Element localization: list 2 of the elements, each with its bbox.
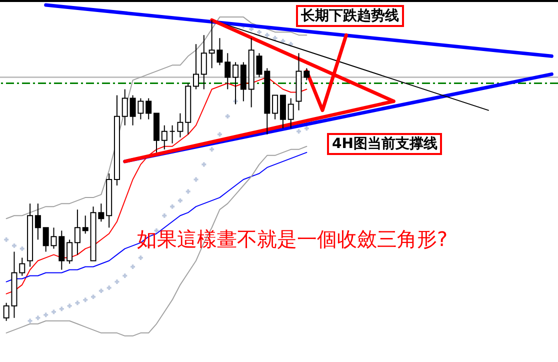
annotation: 长期下跌趋势线 (296, 5, 404, 27)
annotation: 4H图当前支撑线 (327, 133, 442, 155)
